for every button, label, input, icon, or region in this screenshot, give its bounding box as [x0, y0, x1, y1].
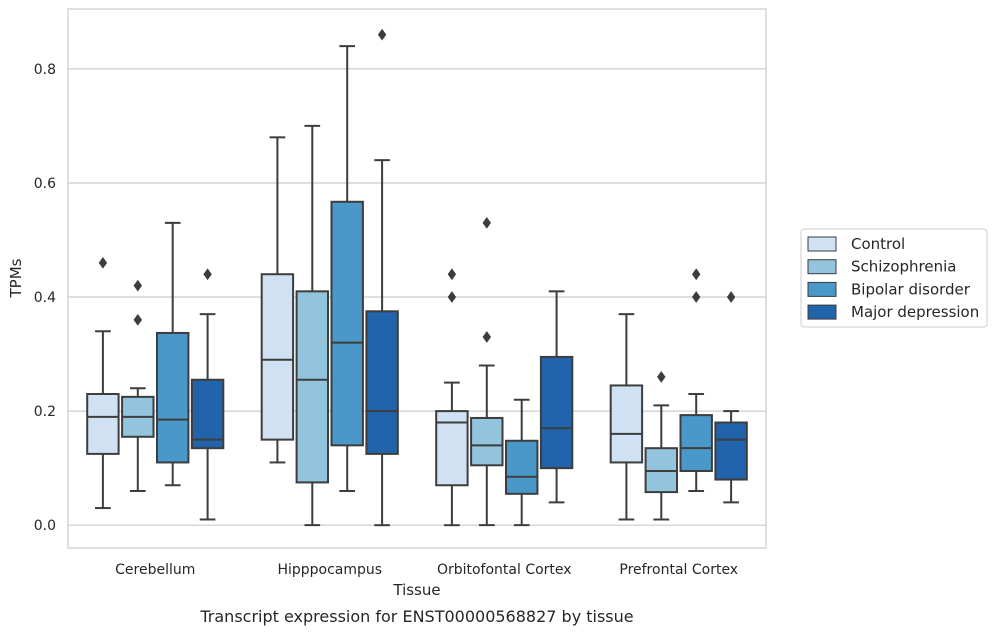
legend-swatch [807, 304, 837, 320]
boxes [86, 28, 748, 527]
box-2-1 [470, 217, 504, 527]
plot-area-frame [67, 8, 767, 549]
legend-label: Bipolar disorder [851, 280, 971, 298]
x-tick-label: Cerebellum [115, 562, 195, 578]
outlier-point [482, 217, 492, 229]
y-tick-label: 0.4 [34, 290, 56, 306]
box-iqr [504, 439, 539, 495]
box-3-2 [679, 268, 713, 492]
box-iqr [714, 421, 748, 481]
x-tick-label: Orbitofontal Cortex [437, 562, 572, 578]
legend-swatch [807, 236, 837, 252]
y-tick-labels: 0.0 0.2 0.4 0.6 0.8 [34, 62, 56, 534]
legend-entry: Major depression [807, 303, 979, 321]
box-2-2 [504, 398, 539, 527]
legend-label: Control [851, 235, 905, 253]
y-tick-label: 0.6 [34, 176, 56, 192]
box-2-0 [435, 268, 469, 527]
box-iqr [679, 414, 713, 472]
box-0-3 [190, 268, 225, 521]
legend-label: Schizophrenia [851, 258, 956, 276]
box-iqr [295, 290, 330, 484]
x-tick-label: Prefrontal Cortex [619, 562, 738, 578]
outlier-point [133, 313, 143, 326]
outlier-point [691, 268, 701, 281]
box-iqr [470, 416, 504, 467]
outlier-point [482, 331, 492, 343]
outlier-point [726, 291, 736, 303]
box-iqr [330, 200, 364, 447]
box-iqr [190, 378, 225, 450]
box-iqr [155, 331, 190, 464]
box-iqr [365, 310, 399, 455]
outlier-point [377, 28, 387, 41]
box-2-3 [539, 290, 574, 504]
box-iqr [539, 355, 574, 470]
box-3-3 [714, 291, 748, 504]
box-iqr [86, 393, 120, 455]
outlier-point [133, 279, 143, 292]
box-1-1 [295, 124, 330, 527]
legend-entries: Control Schizophrenia Bipolar disorder Majo… [807, 235, 979, 321]
outlier-point [691, 291, 701, 303]
y-tick-label: 0.0 [34, 518, 56, 534]
outlier-point [447, 268, 457, 281]
outlier-point [98, 256, 108, 269]
y-tick-label: 0.2 [34, 404, 56, 420]
y-axis-title: TPMs [7, 258, 25, 298]
outlier-point [657, 371, 666, 383]
box-3-1 [644, 371, 679, 521]
x-tick-labels: Cerebellum Hipppocampus Orbitofontal Corte… [115, 562, 738, 578]
figure-caption: Transcript expression for ENST0000056882… [199, 607, 633, 626]
box-iqr [260, 273, 295, 441]
y-tick-label: 0.8 [34, 62, 56, 78]
box-0-1 [121, 279, 155, 492]
legend-frame [800, 228, 988, 328]
legend-entry: Control [807, 235, 905, 253]
box-1-2 [330, 45, 364, 492]
x-tick-label: Hipppocampus [277, 562, 382, 578]
outlier-point [203, 268, 212, 281]
box-3-0 [609, 313, 644, 521]
legend-swatch [807, 259, 837, 275]
legend-entry: Schizophrenia [807, 258, 956, 276]
legend: Control Schizophrenia Bipolar disorder Majo… [800, 228, 988, 328]
box-iqr [609, 384, 644, 464]
box-1-0 [260, 136, 295, 464]
legend-label: Major depression [851, 303, 979, 321]
legend-entry: Bipolar disorder [807, 280, 971, 298]
legend-swatch [807, 281, 837, 297]
box-0-2 [155, 221, 190, 487]
box-0-0 [86, 256, 120, 510]
x-axis-title: Tissue [392, 581, 440, 599]
outlier-point [447, 291, 457, 303]
box-1-3 [365, 28, 399, 527]
